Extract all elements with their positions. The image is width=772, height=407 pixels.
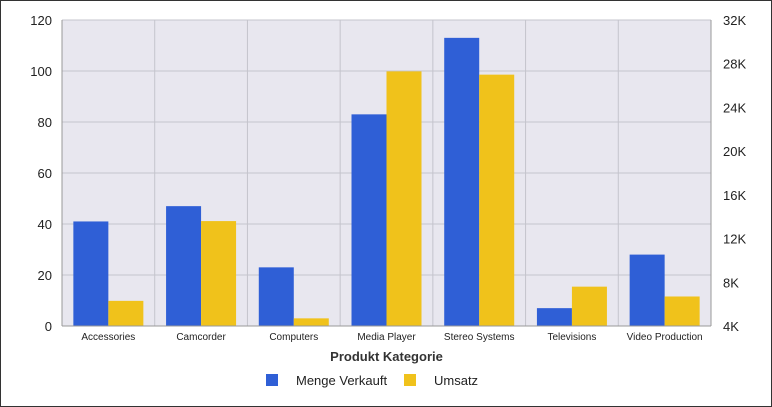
bar-menge-verkauft	[258, 267, 294, 326]
right-axis-tick-label: 16K	[723, 188, 746, 203]
x-axis-tick-label: Televisions	[547, 332, 596, 343]
bar-umsatz	[479, 74, 515, 327]
bar-umsatz	[571, 286, 607, 326]
left-axis-tick-label: 40	[38, 217, 52, 232]
bar-menge-verkauft	[351, 114, 387, 326]
legend: Menge Verkauft Umsatz	[266, 373, 478, 388]
x-axis-tick-label: Camcorder	[176, 332, 226, 343]
legend-swatch	[404, 374, 416, 386]
x-axis-tick-label: Accessories	[81, 332, 135, 343]
legend-swatch	[266, 374, 278, 386]
bar-menge-verkauft	[73, 221, 109, 326]
left-axis-tick-label: 0	[45, 319, 52, 334]
x-axis-title: Produkt Kategorie	[330, 349, 443, 364]
left-axis-ticks: 0 20 40 60 80 100 120	[30, 13, 52, 334]
x-axis-tick-label: Stereo Systems	[444, 332, 515, 343]
bar-menge-verkauft	[444, 37, 480, 326]
x-axis-tick-label: Computers	[269, 332, 318, 343]
bar-menge-verkauft	[536, 308, 572, 326]
right-axis-tick-label: 12K	[723, 232, 746, 247]
left-axis-tick-label: 20	[38, 268, 52, 283]
legend-label: Menge Verkauft	[296, 373, 387, 388]
bars	[73, 37, 700, 327]
legend-label: Umsatz	[434, 373, 478, 388]
bar-umsatz	[664, 296, 700, 326]
left-axis-tick-label: 100	[30, 64, 52, 79]
bar-menge-verkauft	[629, 254, 665, 326]
bar-umsatz	[293, 318, 329, 326]
bar-umsatz	[201, 221, 237, 326]
x-axis-tick-label: Media Player	[357, 332, 416, 343]
left-axis-tick-label: 80	[38, 115, 52, 130]
right-axis-tick-label: 8K	[723, 275, 739, 290]
right-axis-tick-label: 20K	[723, 144, 746, 159]
right-axis-tick-label: 32K	[723, 13, 746, 28]
right-axis-tick-label: 24K	[723, 100, 746, 115]
left-axis-tick-label: 60	[38, 166, 52, 181]
bar-menge-verkauft	[166, 206, 202, 326]
left-axis-tick-label: 120	[30, 13, 52, 28]
right-axis-tick-label: 28K	[723, 57, 746, 72]
x-axis-ticks: Accessories Camcorder Computers Media Playe…	[81, 332, 702, 343]
axes	[61, 20, 712, 327]
x-axis-tick-label: Video Production	[627, 332, 703, 343]
right-axis-ticks: 4K 8K 12K 16K 20K 24K 28K 32K	[723, 13, 746, 334]
right-axis-tick-label: 4K	[723, 319, 739, 334]
bar-umsatz	[386, 71, 422, 326]
bar-umsatz	[108, 300, 144, 326]
